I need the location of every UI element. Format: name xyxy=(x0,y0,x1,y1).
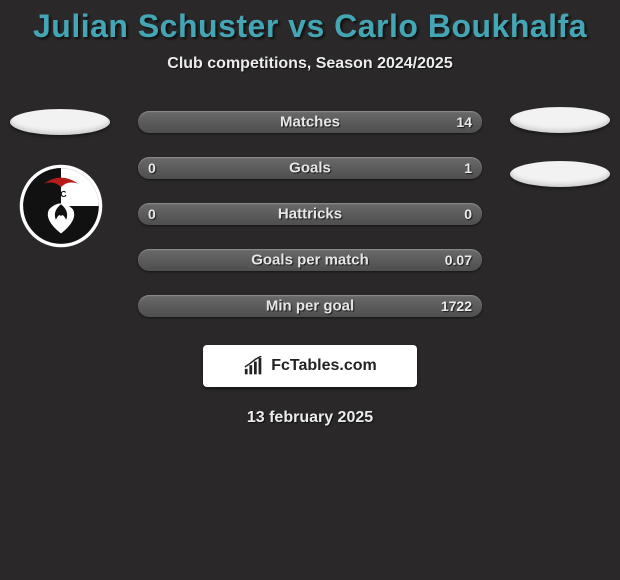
right-team-placeholder-icon xyxy=(510,107,610,133)
stat-row-goals-per-match: Goals per match 0.07 xyxy=(138,249,482,271)
attribution-text: FcTables.com xyxy=(271,357,377,375)
stat-label: Goals per match xyxy=(251,252,369,269)
stat-left-value: 0 xyxy=(148,160,156,176)
stat-right-value: 1722 xyxy=(441,298,472,314)
stat-row-matches: Matches 14 xyxy=(138,111,482,133)
attribution-badge: FcTables.com xyxy=(203,345,417,387)
stat-row-goals: 0 Goals 1 xyxy=(138,157,482,179)
stat-row-min-per-goal: Min per goal 1722 xyxy=(138,295,482,317)
club-badge-icon: SC xyxy=(18,163,104,249)
stat-bars: Matches 14 0 Goals 1 0 Hattricks 0 Goals… xyxy=(138,111,482,317)
svg-text:SC: SC xyxy=(54,189,67,201)
chart-icon xyxy=(243,356,265,376)
stat-right-value: 1 xyxy=(464,160,472,176)
stat-label: Min per goal xyxy=(266,298,354,315)
right-team-placeholder-2-icon xyxy=(510,161,610,187)
left-team-placeholder-icon xyxy=(10,109,110,135)
stat-label: Hattricks xyxy=(278,206,342,223)
stat-row-hattricks: 0 Hattricks 0 xyxy=(138,203,482,225)
stat-left-value: 0 xyxy=(148,206,156,222)
comparison-panel: SC Matches 14 0 Goals 1 0 Hattricks 0 Go… xyxy=(0,111,620,427)
page-title: Julian Schuster vs Carlo Boukhalfa xyxy=(0,8,620,45)
stat-label: Matches xyxy=(280,114,340,131)
stat-right-value: 0.07 xyxy=(445,252,472,268)
stat-right-value: 0 xyxy=(464,206,472,222)
page-subtitle: Club competitions, Season 2024/2025 xyxy=(0,55,620,73)
footer-date: 13 february 2025 xyxy=(0,409,620,427)
stat-right-value: 14 xyxy=(456,114,472,130)
stat-label: Goals xyxy=(289,160,331,177)
